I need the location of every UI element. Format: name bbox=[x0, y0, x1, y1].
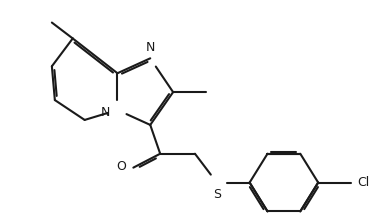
Text: O: O bbox=[116, 160, 126, 173]
Text: N: N bbox=[146, 41, 155, 54]
Text: Cl: Cl bbox=[357, 176, 369, 189]
Text: N: N bbox=[101, 106, 110, 119]
Text: S: S bbox=[213, 187, 221, 200]
